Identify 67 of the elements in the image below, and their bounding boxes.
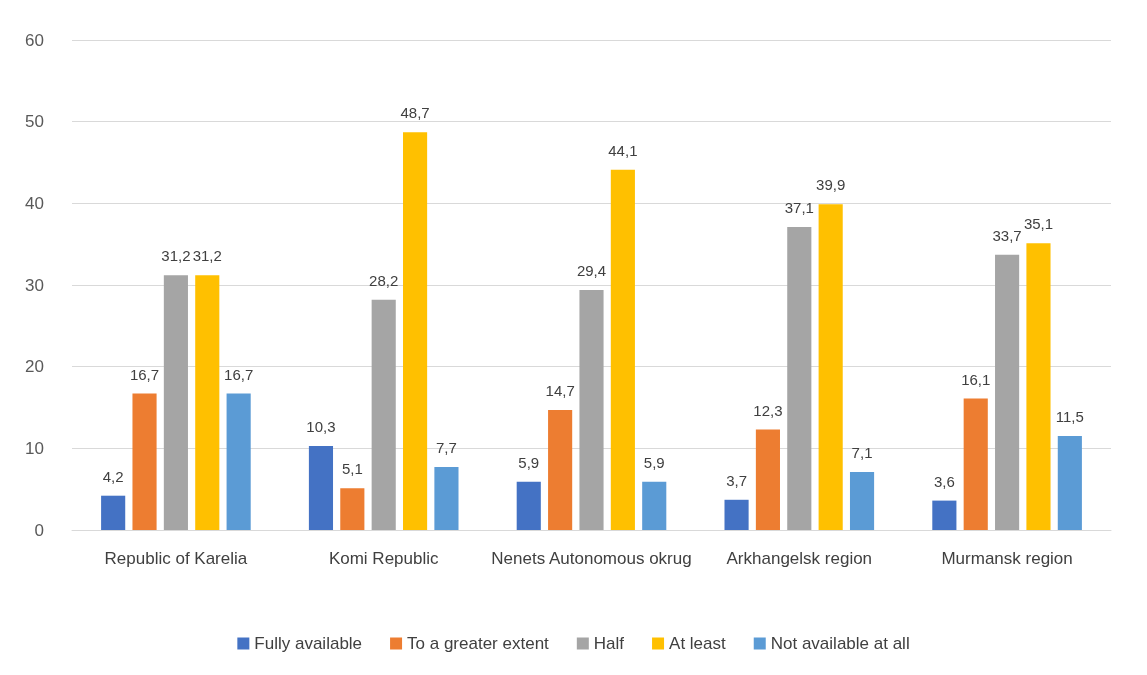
- legend-label: Half: [593, 634, 625, 653]
- data-label: 39,9: [816, 176, 846, 194]
- bar: [516, 481, 541, 530]
- y-tick-label: 50: [25, 112, 44, 132]
- data-label: 16,7: [224, 365, 254, 383]
- data-label: 29,4: [576, 261, 607, 279]
- bar: [787, 227, 812, 530]
- bar: [1026, 243, 1051, 530]
- bar: [403, 132, 428, 530]
- data-label: 5,1: [341, 460, 363, 478]
- bar: [1057, 436, 1082, 530]
- bar: [163, 275, 188, 530]
- bar: [340, 488, 365, 530]
- data-label: 16,1: [961, 370, 991, 388]
- data-label: 7,1: [851, 444, 873, 462]
- bar: [610, 169, 635, 530]
- bar: [101, 495, 126, 530]
- legend-label: At least: [669, 634, 727, 653]
- data-label: 7,7: [436, 439, 457, 457]
- bar: [724, 499, 749, 530]
- x-tick-label: Nenets Autonomous okrug: [491, 548, 692, 568]
- bar: [849, 472, 875, 530]
- y-tick-label: 20: [25, 357, 44, 377]
- bar: [932, 500, 957, 530]
- x-tick-label: Murmansk region: [941, 548, 1073, 568]
- y-tick-label: 10: [25, 438, 44, 458]
- bar: [548, 409, 573, 530]
- data-label: 4,2: [102, 467, 124, 485]
- data-label: 11,5: [1055, 408, 1084, 426]
- x-tick-label: Arkhangelsk region: [726, 548, 873, 568]
- bar: [132, 393, 157, 530]
- data-label: 33,7: [992, 226, 1022, 244]
- y-tick-label: 60: [25, 30, 44, 50]
- data-label: 5,9: [518, 453, 540, 471]
- data-label: 5,9: [643, 453, 665, 471]
- y-tick-label: 40: [25, 193, 44, 213]
- bar: [308, 445, 334, 530]
- bar: [755, 429, 780, 530]
- bar: [818, 204, 843, 530]
- bar: [371, 299, 396, 530]
- x-tick-label: Komi Republic: [328, 548, 439, 568]
- data-label: 14,7: [545, 381, 575, 399]
- bar: [995, 254, 1020, 530]
- legend-label: Fully available: [254, 634, 363, 653]
- bar: [579, 289, 604, 530]
- data-label: 48,7: [400, 104, 430, 122]
- data-label: 12,3: [753, 401, 783, 419]
- data-label: 10,3: [306, 417, 336, 435]
- data-label: 3,7: [726, 471, 747, 489]
- y-tick-label: 0: [34, 520, 44, 540]
- data-label: 16,7: [129, 365, 160, 383]
- data-label: 3,6: [933, 472, 955, 490]
- data-label: 35,1: [1023, 215, 1054, 233]
- bar: [642, 481, 667, 530]
- x-tick-label: Republic of Karelia: [104, 548, 248, 568]
- legend-label: Not available at all: [770, 634, 910, 653]
- bar: [434, 467, 459, 530]
- data-label: 44,1: [608, 141, 638, 159]
- data-label: 28,2: [369, 271, 399, 289]
- data-label: 37,1: [784, 199, 814, 217]
- y-tick-label: 30: [25, 275, 44, 295]
- legend-label: To a greater extent: [407, 634, 550, 653]
- bar: [195, 275, 220, 530]
- data-label: 31,2: [161, 247, 191, 265]
- data-label: 31,2: [192, 247, 222, 265]
- bar: [226, 393, 251, 530]
- bar: [963, 398, 988, 530]
